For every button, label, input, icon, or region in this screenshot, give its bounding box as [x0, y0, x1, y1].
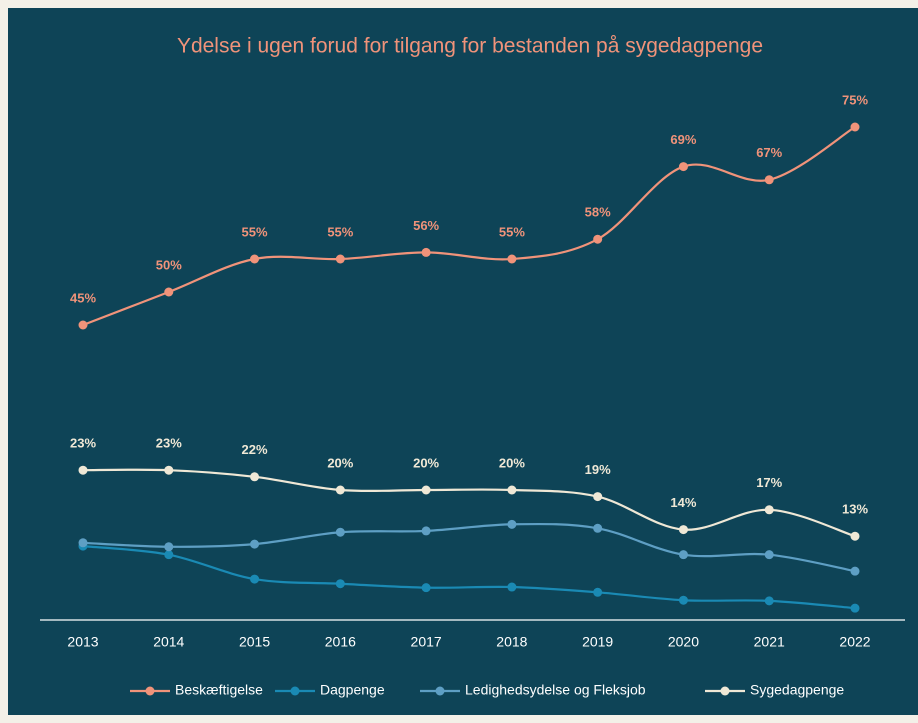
data-point: [78, 465, 88, 475]
x-tick-label: 2014: [153, 634, 184, 650]
data-point: [764, 505, 774, 515]
data-point: [421, 583, 431, 593]
x-tick-label: 2021: [754, 634, 785, 650]
x-tick-label: 2019: [582, 634, 613, 650]
data-point: [593, 492, 603, 502]
legend-label: Ledighedsydelse og Fleksjob: [465, 682, 646, 698]
data-point: [593, 587, 603, 597]
data-point: [250, 254, 260, 264]
x-tick-label: 2016: [325, 634, 356, 650]
data-point: [164, 542, 174, 552]
data-label: 20%: [413, 455, 439, 470]
series-line: [82, 468, 856, 538]
data-point: [507, 485, 517, 495]
data-point: [78, 538, 88, 548]
data-point: [250, 472, 260, 482]
legend-label: Sygedagpenge: [750, 682, 844, 698]
data-point: [78, 320, 88, 330]
data-point: [507, 519, 517, 529]
data-label: 50%: [156, 257, 182, 272]
x-tick-label: 2020: [668, 634, 699, 650]
data-label: 20%: [499, 455, 525, 470]
data-point: [335, 254, 345, 264]
data-point: [764, 550, 774, 560]
series-line: [82, 545, 856, 610]
data-point: [421, 526, 431, 536]
data-point: [678, 162, 688, 172]
data-point: [678, 525, 688, 535]
series-line: [82, 126, 856, 327]
data-label: 23%: [70, 436, 96, 451]
data-label: 55%: [242, 224, 268, 239]
chart-title: Ydelse i ugen forud for tilgang for best…: [177, 35, 763, 58]
plot-background: [8, 8, 918, 715]
data-point: [421, 485, 431, 495]
data-point: [850, 531, 860, 541]
data-label: 23%: [156, 436, 182, 451]
data-label: 69%: [670, 132, 696, 147]
data-label: 17%: [756, 475, 782, 490]
data-label: 14%: [670, 495, 696, 510]
data-label: 20%: [327, 455, 353, 470]
data-label: 55%: [499, 224, 525, 239]
data-label: 75%: [842, 92, 868, 107]
data-point: [764, 596, 774, 606]
data-label: 22%: [242, 442, 268, 457]
data-point: [335, 527, 345, 537]
x-tick-label: 2013: [67, 634, 98, 650]
data-point: [507, 254, 517, 264]
data-label: 67%: [756, 145, 782, 160]
legend-marker: [720, 686, 730, 696]
data-point: [164, 550, 174, 560]
data-point: [335, 485, 345, 495]
data-label: 55%: [327, 224, 353, 239]
x-tick-label: 2017: [411, 634, 442, 650]
data-label: 13%: [842, 502, 868, 517]
data-point: [850, 566, 860, 576]
x-tick-label: 2022: [839, 634, 870, 650]
legend-marker: [145, 686, 155, 696]
legend-label: Beskæftigelse: [175, 682, 263, 698]
data-label: 19%: [585, 462, 611, 477]
x-tick-label: 2015: [239, 634, 270, 650]
data-point: [164, 465, 174, 475]
legend-label: Dagpenge: [320, 682, 385, 698]
data-point: [250, 574, 260, 584]
data-point: [250, 539, 260, 549]
data-label: 58%: [585, 205, 611, 220]
data-point: [593, 234, 603, 244]
data-point: [764, 175, 774, 185]
data-label: 56%: [413, 218, 439, 233]
series-line: [82, 522, 856, 573]
x-tick-label: 2018: [496, 634, 527, 650]
data-point: [850, 122, 860, 132]
data-point: [421, 247, 431, 257]
data-label: 45%: [70, 290, 96, 305]
data-point: [507, 582, 517, 592]
data-point: [593, 523, 603, 533]
data-point: [164, 287, 174, 297]
data-point: [678, 595, 688, 605]
legend-marker: [435, 686, 445, 696]
legend-marker: [290, 686, 300, 696]
data-point: [678, 550, 688, 560]
data-point: [335, 579, 345, 589]
data-point: [850, 603, 860, 613]
